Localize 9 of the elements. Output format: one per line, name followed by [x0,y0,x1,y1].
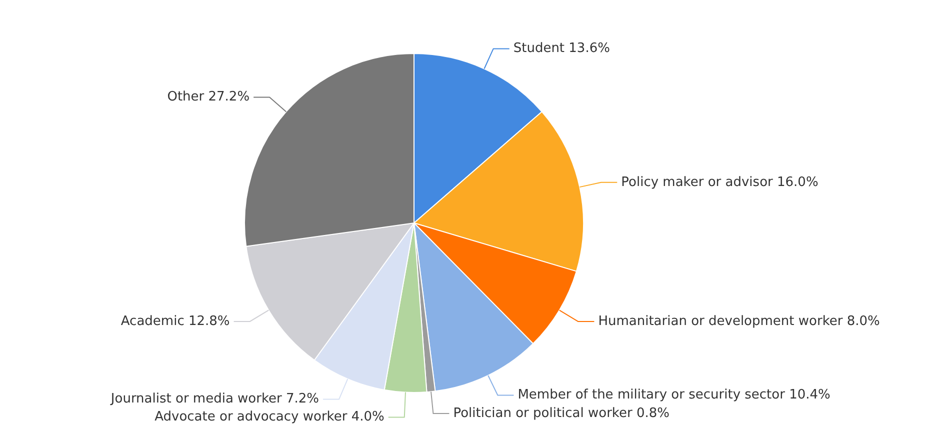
slice-label: Academic 12.8% [120,314,230,329]
slice-label: Politician or political worker 0.8% [453,406,670,421]
slice-label: Member of the military or security sector 10.4% [518,388,830,403]
slice-label: Journalist or media worker 7.2% [110,392,320,407]
slice-label: Policy maker or advisor 16.0% [621,174,818,190]
slice-label: Other 27.2% [167,90,250,105]
slice-label: Student 13.6% [513,41,610,56]
slice-label: Humanitarian or development worker 8.0% [598,314,880,329]
slice-label: Advocate or advocacy worker 4.0% [154,410,384,425]
